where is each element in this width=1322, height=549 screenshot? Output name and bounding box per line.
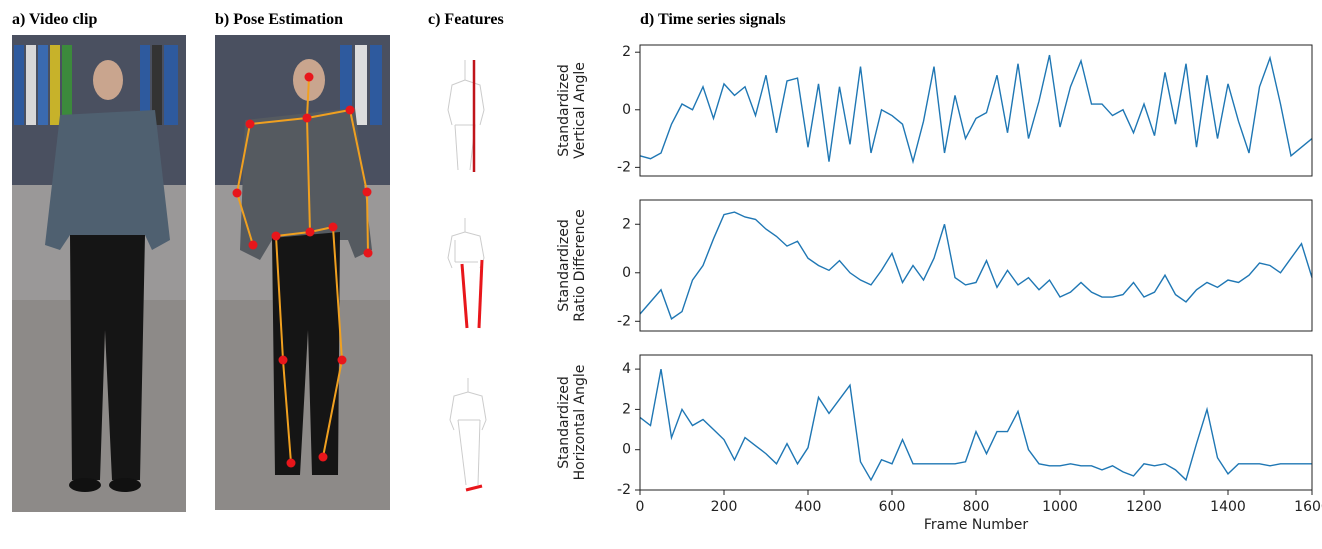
x-tick-label: 1600 — [1294, 499, 1322, 515]
y-axis-label: Standardized — [556, 64, 572, 156]
video-frame — [12, 35, 186, 512]
data-line — [639, 211, 1313, 320]
y-tick-label: 0 — [622, 265, 631, 281]
x-tick-label: 200 — [711, 499, 738, 515]
x-tick-label: 600 — [879, 499, 906, 515]
x-axis-label: Frame Number — [924, 517, 1029, 533]
pose-frame — [215, 35, 390, 510]
y-axis-label: Horizontal Angle — [572, 365, 588, 481]
x-tick-label: 0 — [636, 499, 645, 515]
y-tick-label: 2 — [622, 44, 631, 60]
x-tick-label: 1400 — [1210, 499, 1246, 515]
x-tick-label: 400 — [795, 499, 822, 515]
y-tick-label: 0 — [622, 102, 631, 118]
y-tick-label: -2 — [617, 313, 631, 329]
y-tick-label: 2 — [622, 401, 631, 417]
panel-title: b) Pose Estimation — [215, 11, 343, 28]
y-axis-label: Ratio Difference — [572, 209, 588, 322]
y-tick-label: -2 — [617, 482, 631, 498]
x-tick-label: 800 — [963, 499, 990, 515]
plot-frame — [639, 199, 1313, 332]
panel-title: c) Features — [428, 11, 504, 28]
x-tick-label: 1000 — [1042, 499, 1078, 515]
y-tick-label: 2 — [622, 216, 631, 232]
y-axis-label: Standardized — [556, 219, 572, 311]
y-tick-label: -2 — [617, 159, 631, 175]
panel-title: a) Video clip — [12, 11, 97, 28]
y-tick-label: 4 — [622, 361, 631, 377]
panel-title: d) Time series signals — [640, 11, 786, 28]
y-axis-label: Standardized — [556, 376, 572, 468]
y-tick-label: 0 — [622, 442, 631, 458]
feature-figures — [447, 60, 487, 492]
plot-frame — [639, 354, 1313, 491]
plot-frame — [639, 44, 1313, 177]
y-axis-label: Vertical Angle — [572, 62, 588, 159]
data-line — [639, 368, 1312, 482]
data-line — [639, 54, 1313, 165]
x-tick-label: 1200 — [1126, 499, 1162, 515]
